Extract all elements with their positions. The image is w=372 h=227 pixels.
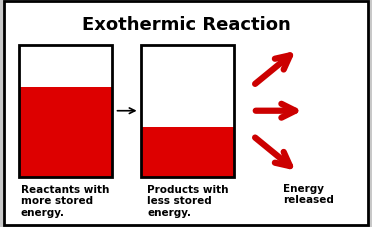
Bar (19, 45, 112, 177)
Bar (141, 127, 234, 177)
Bar (141, 45, 234, 177)
Text: Energy
released: Energy released (283, 183, 334, 204)
Text: Products with
less stored
energy.: Products with less stored energy. (147, 184, 229, 217)
FancyBboxPatch shape (4, 2, 368, 225)
Text: Exothermic Reaction: Exothermic Reaction (81, 16, 291, 34)
Bar (19, 45, 112, 177)
Text: Reactants with
more stored
energy.: Reactants with more stored energy. (21, 184, 109, 217)
Bar (141, 45, 234, 177)
Bar (19, 88, 112, 177)
